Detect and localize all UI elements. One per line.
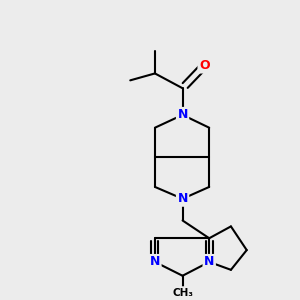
Text: N: N bbox=[150, 255, 160, 268]
Text: N: N bbox=[177, 108, 188, 122]
Text: O: O bbox=[199, 59, 210, 72]
Text: CH₃: CH₃ bbox=[172, 287, 193, 298]
Text: N: N bbox=[204, 255, 214, 268]
Text: N: N bbox=[177, 192, 188, 205]
